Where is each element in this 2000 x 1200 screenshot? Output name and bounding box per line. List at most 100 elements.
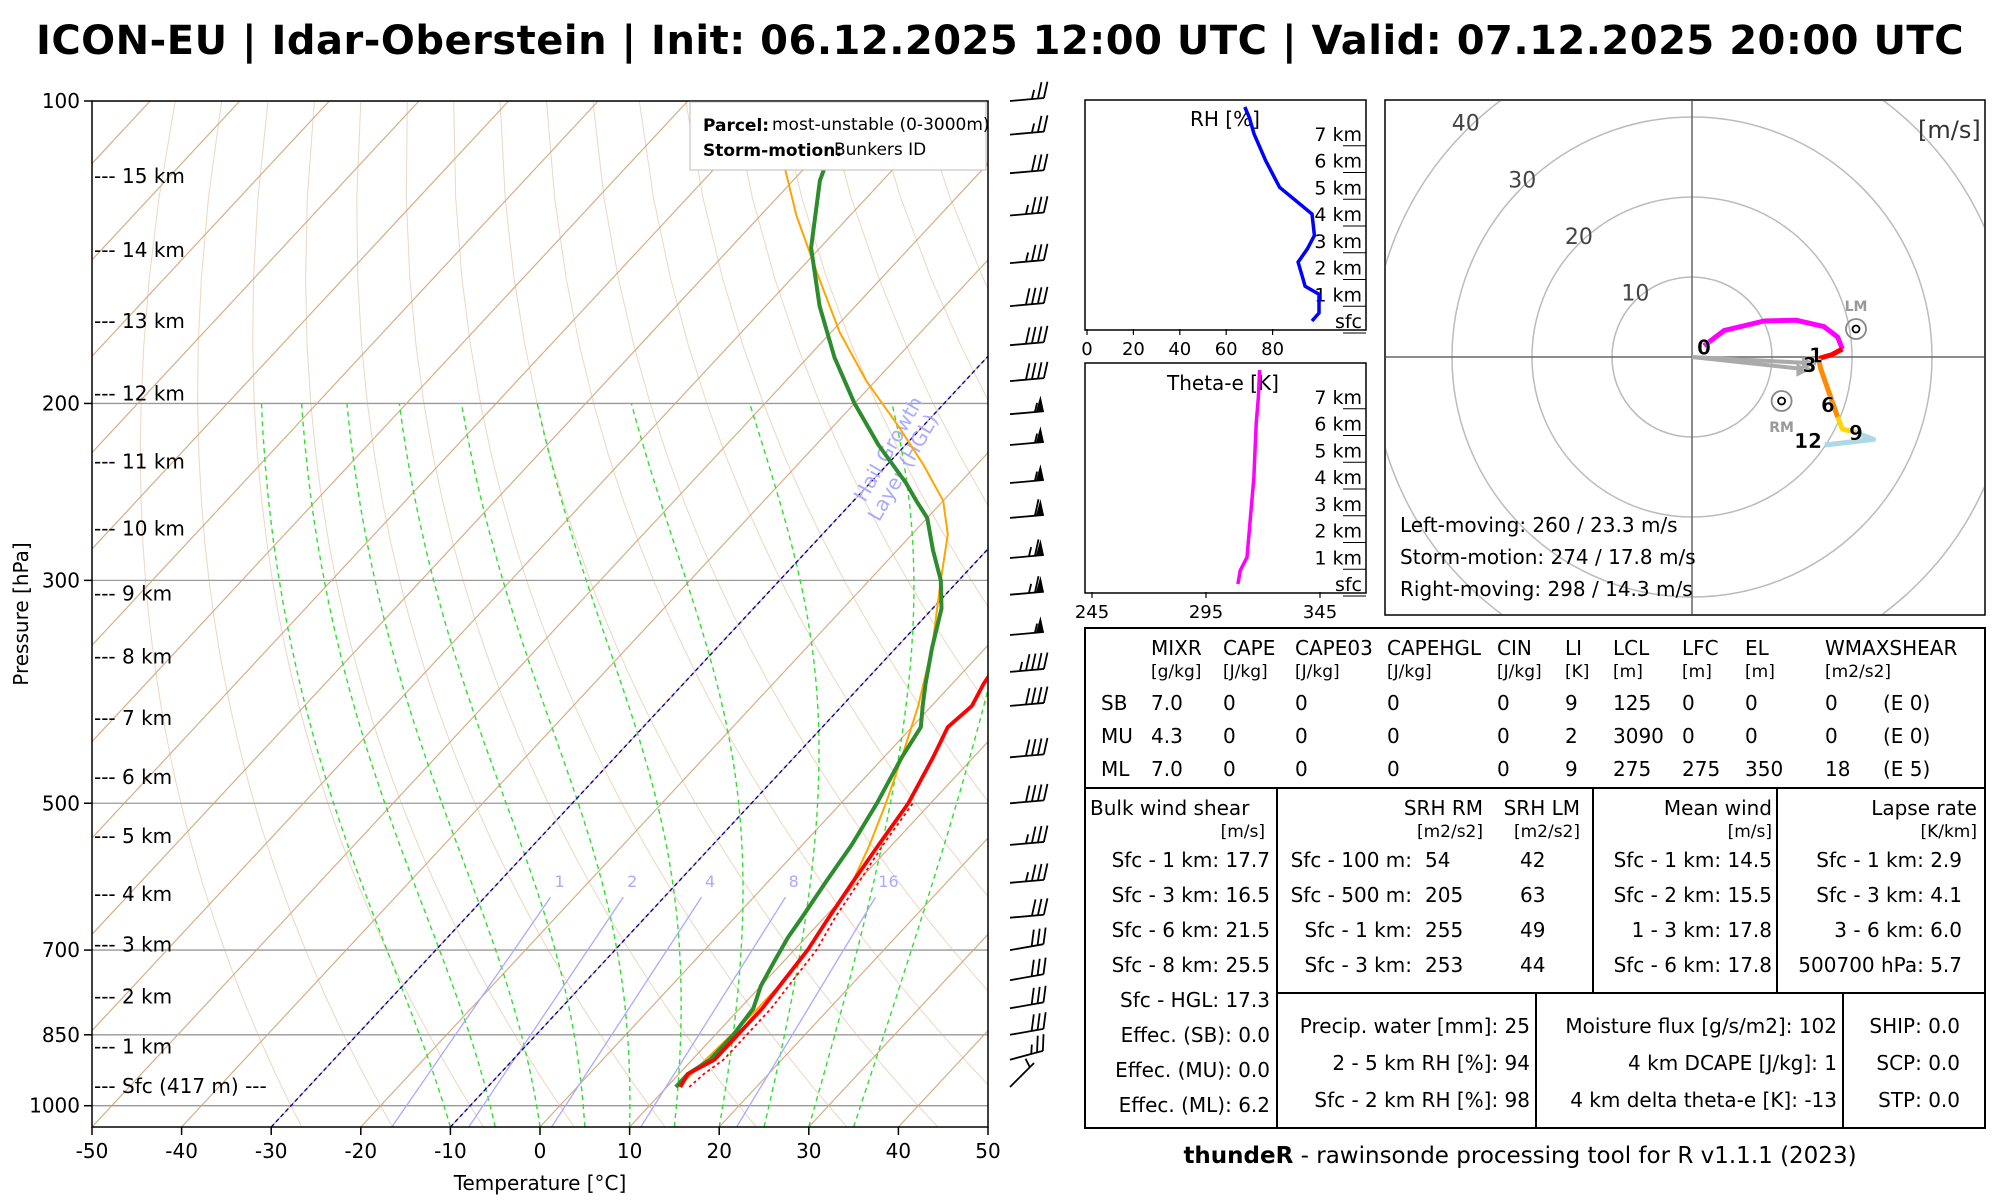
meanwind-row: Sfc - 1 km: 14.5: [1614, 848, 1772, 872]
barb-shaft: [1009, 479, 1044, 484]
table-cell: ML: [1101, 757, 1130, 781]
height-label: 7 km: [1314, 387, 1362, 409]
table-header: LFC: [1682, 636, 1719, 660]
storm-vector-head: [1802, 357, 1816, 371]
hodo-segment: [1824, 429, 1877, 448]
dry-adiabat: [546, 101, 988, 1086]
wind-barb: [1009, 325, 1049, 347]
height-label: 5 km: [1314, 177, 1362, 199]
flux-row: 4 km DCAPE [J/kg]: 1: [1628, 1051, 1837, 1075]
table-cell: 0: [1682, 691, 1695, 715]
barb-shaft: [1009, 554, 1044, 559]
x-tick-label: 40: [1168, 339, 1191, 360]
barb-full: [1042, 957, 1047, 975]
x-tick-label: 20: [706, 1139, 731, 1163]
hodo-height-label: 12: [1794, 429, 1822, 453]
barb-shaft: [1009, 590, 1044, 596]
hodo-segment: [1815, 358, 1840, 418]
barb-full: [1042, 927, 1047, 945]
thetae-height-labels: 7 km 6 km 5 km 4 km 3 km 2 km 1 km sfc: [1314, 387, 1366, 597]
barb-full: [1031, 326, 1037, 344]
skewt-frame: [91, 100, 989, 1128]
temperature-line: [678, 673, 988, 1088]
height-label: --- 2 km: [94, 984, 172, 1008]
barb-full: [1037, 362, 1043, 379]
shear-row: Effec. (MU): 0.0: [1115, 1058, 1270, 1082]
y-tick-label: 700: [42, 938, 80, 962]
mixing-ratio-line: [468, 896, 624, 1127]
height-label: --- 11 km: [94, 450, 185, 474]
table-cell: 0: [1387, 724, 1400, 748]
height-label: 6 km: [1314, 151, 1362, 173]
wind-barb: [1009, 464, 1044, 484]
hgl-line: [270, 355, 988, 1127]
table-header-unit: [g/kg]: [1151, 662, 1201, 682]
legend-parcel-key: Parcel:: [703, 116, 769, 136]
isotherm: [92, 101, 689, 743]
table-cell: (E 0): [1883, 724, 1930, 748]
lapse-row: Sfc - 3 km: 4.1: [1816, 883, 1962, 907]
barb-half: [1030, 1044, 1033, 1055]
barb-full: [1042, 863, 1049, 881]
barb-half: [1025, 834, 1030, 844]
mixing-ratio-line: [736, 896, 877, 1127]
height-label: 5 km: [1314, 440, 1362, 462]
barb-full: [1025, 785, 1031, 803]
table-header: CAPE: [1223, 636, 1275, 660]
srh-lm-value: 63: [1520, 883, 1545, 907]
moist-adiabat: [460, 403, 631, 1127]
x-tick-label: -30: [255, 1139, 288, 1163]
dry-adiabat: [731, 101, 988, 706]
srh-lm-value: 42: [1520, 848, 1545, 872]
x-tick-label: 10: [617, 1139, 642, 1163]
table-header-unit: [m]: [1613, 662, 1643, 682]
hodo-segment: [1835, 416, 1856, 435]
flux-row: 4 km delta theta-e [K]: -13: [1570, 1088, 1837, 1112]
x-tick-label: 60: [1215, 339, 1238, 360]
motion-marker: [1845, 318, 1867, 340]
table-cell: MU: [1101, 724, 1133, 748]
table-header-unit: [J/kg]: [1295, 662, 1340, 682]
barb-full: [1036, 928, 1041, 946]
barb-full: [1030, 987, 1035, 1005]
storm-motion-text: Left-moving: 260 / 23.3 m/s Storm-motion:…: [1400, 513, 1696, 601]
table-cell: 7.0: [1151, 757, 1183, 781]
ring-label: 10: [1621, 281, 1649, 306]
legend-storm-value: Bunkers ID: [834, 140, 926, 160]
barb-full: [1034, 575, 1040, 593]
wind-barb: [1009, 395, 1044, 416]
barb-full: [1042, 115, 1049, 132]
barb-full: [1031, 899, 1037, 916]
shear-title: Bulk wind shear: [1090, 796, 1250, 820]
table-header-unit: [K]: [1565, 662, 1589, 682]
dry-adiabat: [197, 101, 394, 1127]
meanwind-row: 1 - 3 km: 17.8: [1632, 918, 1772, 942]
barb-full: [1037, 738, 1043, 756]
barb-half: [1025, 252, 1030, 262]
wind-barb: [1009, 1034, 1045, 1061]
wind-barb: [1009, 783, 1049, 805]
mixing-ratio-label: 2: [627, 872, 637, 891]
height-label: --- 5 km: [94, 824, 172, 848]
hodo-segment: [1702, 317, 1845, 350]
wind-barb: [1009, 737, 1049, 759]
wind-barb: [1009, 1058, 1035, 1088]
height-label: --- 6 km: [94, 765, 172, 789]
x-tick-label: 40: [886, 1139, 911, 1163]
isotherm: [718, 837, 988, 1127]
composite-row: STP: 0.0: [1878, 1088, 1960, 1112]
barb-full: [1030, 959, 1035, 977]
barb-full: [1037, 863, 1043, 881]
dry-adiabat: [685, 101, 988, 803]
isotherm: [360, 451, 988, 1127]
height-label: 2 km: [1314, 258, 1362, 280]
composite-row: SHIP: 0.0: [1869, 1014, 1960, 1038]
barb-full: [1041, 1034, 1045, 1051]
wind-barb: [1009, 898, 1049, 919]
storm-vector: [1691, 355, 1811, 372]
height-label: --- 9 km: [94, 582, 172, 606]
motion-dot: [1851, 324, 1861, 334]
isotherm: [92, 101, 330, 358]
hodo-segment: [1817, 346, 1844, 361]
